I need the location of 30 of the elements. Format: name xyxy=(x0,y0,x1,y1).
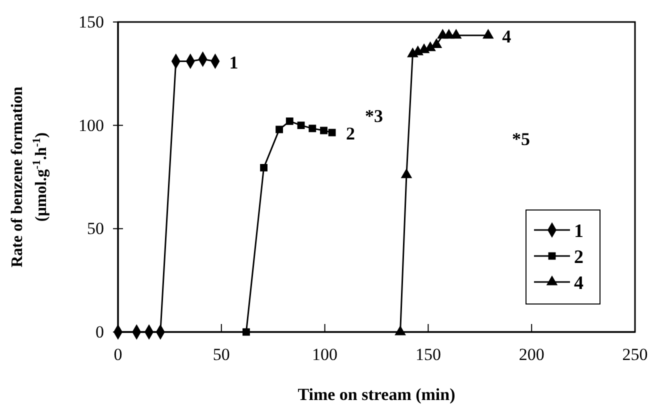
x-tick-label: 250 xyxy=(622,345,648,364)
x-tick-label: 150 xyxy=(415,345,441,364)
legend-label: 1 xyxy=(574,221,584,242)
annotation: *3 xyxy=(365,106,383,126)
point xyxy=(400,168,412,178)
y-tick-label: 50 xyxy=(87,219,104,238)
point xyxy=(297,122,305,130)
annotation: *5 xyxy=(512,129,530,149)
text: 1 xyxy=(229,52,238,72)
point xyxy=(286,117,294,125)
point xyxy=(276,126,284,134)
legend-label: 2 xyxy=(574,247,584,268)
x-tick-label: 50 xyxy=(212,345,230,364)
point xyxy=(328,128,336,136)
x-tick-label: 100 xyxy=(312,345,338,364)
x-axis-title: Time on stream (min) xyxy=(298,385,456,404)
point xyxy=(450,28,462,39)
legend-label: 4 xyxy=(574,273,584,294)
text: 4 xyxy=(502,26,512,46)
point xyxy=(260,164,268,172)
point xyxy=(242,328,250,336)
y-tick-label: 100 xyxy=(78,116,104,135)
point xyxy=(482,28,494,39)
y-tick-label: 150 xyxy=(78,12,104,32)
point xyxy=(308,124,316,132)
x-tick-label: 200 xyxy=(518,345,544,364)
y-tick-label: 0 xyxy=(96,322,104,342)
text: 2 xyxy=(346,124,356,144)
point xyxy=(320,126,328,134)
x-tick-label: 0 xyxy=(114,345,122,364)
